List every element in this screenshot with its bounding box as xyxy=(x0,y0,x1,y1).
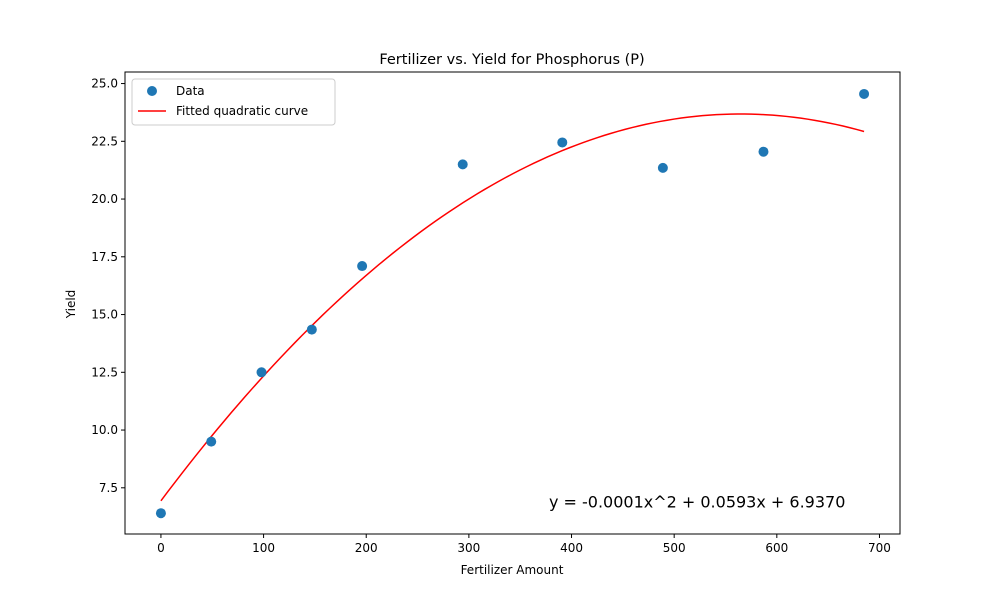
y-tick-label: 7.5 xyxy=(99,481,118,495)
data-point xyxy=(758,146,769,157)
data-point xyxy=(306,324,317,335)
x-tick-label: 200 xyxy=(355,541,378,555)
x-tick-label: 500 xyxy=(663,541,686,555)
data-point xyxy=(206,436,217,447)
y-tick-label: 17.5 xyxy=(91,250,118,264)
data-point xyxy=(557,137,568,148)
y-tick-label: 12.5 xyxy=(91,365,118,379)
legend-marker-data xyxy=(147,86,157,96)
data-point xyxy=(457,159,468,170)
y-tick-label: 10.0 xyxy=(91,423,118,437)
y-tick-label: 22.5 xyxy=(91,134,118,148)
x-tick-label: 0 xyxy=(157,541,165,555)
x-axis-ticks: 0 100 200 300 400 500 600 700 xyxy=(157,534,891,555)
data-point xyxy=(357,261,368,272)
data-point xyxy=(256,367,267,378)
chart-title: Fertilizer vs. Yield for Phosphorus (P) xyxy=(379,52,644,68)
plot-area xyxy=(124,71,901,535)
y-tick-label: 20.0 xyxy=(91,192,118,206)
x-tick-label: 700 xyxy=(868,541,891,555)
y-tick-label: 25.0 xyxy=(91,77,118,91)
x-tick-label: 600 xyxy=(765,541,788,555)
x-axis-label: Fertilizer Amount xyxy=(461,563,564,577)
legend-box xyxy=(131,78,336,126)
y-tick-label: 15.0 xyxy=(91,308,118,322)
data-point xyxy=(859,88,870,99)
equation-annotation: y = -0.0001x^2 + 0.0593x + 6.9370 xyxy=(549,493,845,512)
series-layer xyxy=(155,88,870,519)
x-tick-label: 400 xyxy=(560,541,583,555)
y-axis-ticks: 7.5 10.0 12.5 15.0 17.5 20.0 22.5 25.0 xyxy=(91,77,125,495)
fitted-curve-line xyxy=(160,113,865,502)
data-point xyxy=(155,508,166,519)
legend-label-data: Data xyxy=(176,84,205,98)
x-tick-label: 300 xyxy=(457,541,480,555)
legend-label-fit: Fitted quadratic curve xyxy=(176,104,308,118)
x-tick-label: 100 xyxy=(252,541,275,555)
legend: Data Fitted quadratic curve xyxy=(131,78,336,126)
y-axis-label: Yield xyxy=(64,290,78,320)
data-point xyxy=(657,162,668,173)
